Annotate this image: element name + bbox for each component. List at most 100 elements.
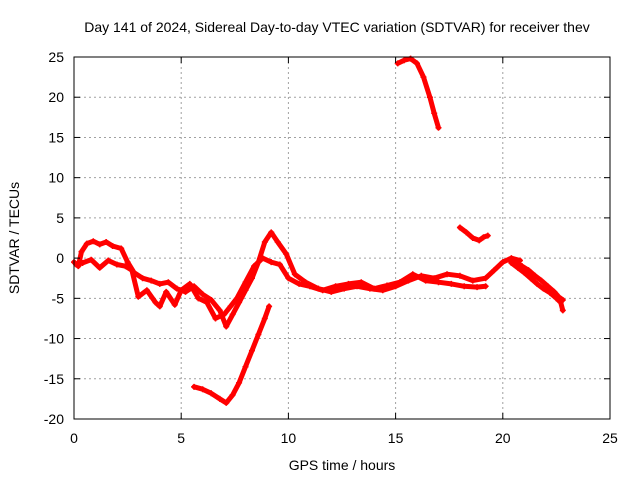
data-point (148, 277, 155, 284)
ticks: 0 5 10 15 20 25 -20 -15 -10 -5 0 5 10 15 20 25 (44, 49, 618, 446)
data-point (420, 74, 427, 81)
data-point (229, 311, 236, 318)
data-point (208, 296, 215, 303)
data-point (79, 259, 86, 266)
data-point (216, 395, 223, 402)
data-point (109, 243, 116, 250)
data-point (358, 279, 365, 286)
data-point (276, 261, 283, 268)
data-point (384, 282, 391, 289)
data-point (233, 295, 240, 302)
data-point (259, 255, 266, 262)
data-point (251, 263, 258, 270)
data-series (71, 55, 566, 406)
x-tick-label: 25 (602, 430, 618, 446)
data-point (456, 224, 463, 231)
data-point (139, 275, 146, 282)
data-point (83, 240, 90, 247)
data-point (236, 299, 243, 306)
data-point (559, 296, 566, 303)
y-tick-label: 10 (48, 170, 64, 186)
y-tick-label: 5 (56, 210, 64, 226)
data-point (261, 239, 268, 246)
data-point (540, 285, 547, 292)
data-point (96, 241, 103, 248)
data-point (499, 259, 506, 266)
data-point (291, 271, 298, 278)
data-point (306, 283, 313, 290)
data-point (332, 283, 339, 290)
data-point (173, 285, 180, 292)
data-point (124, 259, 131, 266)
x-tick-label: 5 (177, 430, 185, 446)
x-tick-label: 15 (388, 430, 404, 446)
data-point (242, 363, 249, 370)
data-point (199, 291, 206, 298)
data-point (103, 239, 110, 246)
data-point (268, 229, 275, 236)
data-point (208, 390, 215, 397)
data-point (474, 284, 481, 291)
data-point (178, 287, 185, 294)
data-point (255, 331, 262, 338)
data-point (113, 261, 120, 268)
data-point (435, 124, 442, 131)
data-point (525, 267, 532, 274)
data-point (319, 287, 326, 294)
data-point (296, 280, 303, 287)
data-point (444, 271, 451, 278)
data-point (274, 239, 281, 246)
data-point (195, 295, 202, 302)
data-point (401, 57, 408, 64)
data-point (469, 235, 476, 241)
data-point (461, 283, 468, 290)
data-point (422, 277, 429, 284)
data-point (242, 279, 249, 286)
y-tick-label: 20 (48, 89, 64, 105)
data-point (519, 263, 526, 270)
data-point (538, 277, 545, 284)
data-point (484, 232, 491, 239)
y-tick-label: -10 (44, 331, 64, 347)
data-point (165, 279, 172, 286)
data-point (152, 299, 159, 306)
data-point (414, 60, 421, 67)
data-point (521, 269, 528, 276)
data-point (534, 280, 541, 287)
data-point (199, 386, 206, 393)
chart-title: Day 141 of 2024, Sidereal Day-to-day VTE… (84, 19, 590, 35)
data-point (283, 251, 290, 258)
data-point (371, 285, 378, 292)
data-point (268, 259, 275, 266)
data-point (223, 323, 230, 330)
data-point (212, 315, 219, 322)
data-point (229, 391, 236, 398)
data-point (480, 234, 487, 241)
data-point (191, 383, 198, 390)
data-point (448, 280, 455, 287)
series-track-g (506, 257, 566, 303)
data-point (476, 237, 483, 244)
data-point (435, 279, 442, 286)
data-point (90, 238, 97, 245)
data-point (128, 267, 135, 274)
y-tick-label: -20 (44, 411, 64, 427)
data-point (88, 256, 95, 263)
data-point (463, 229, 470, 236)
data-point (105, 257, 112, 264)
data-point (156, 303, 163, 310)
data-point (227, 303, 234, 310)
data-point (171, 301, 178, 308)
series-track-b (73, 255, 489, 321)
y-tick-label: 25 (48, 49, 64, 65)
y-tick-label: -5 (52, 290, 65, 306)
data-point (469, 277, 476, 284)
data-point (409, 271, 416, 278)
data-point (221, 311, 228, 318)
data-point (216, 307, 223, 314)
data-point (122, 263, 129, 270)
data-point (163, 288, 170, 295)
x-tick-label: 10 (281, 430, 297, 446)
data-point (531, 272, 538, 279)
